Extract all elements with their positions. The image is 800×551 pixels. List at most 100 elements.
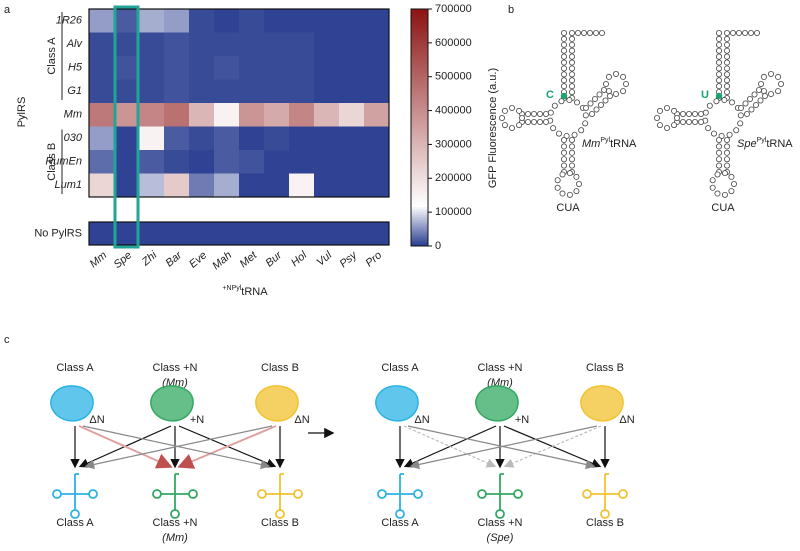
- highlight-box: [113, 5, 140, 249]
- heatmap-cell: [364, 9, 390, 33]
- colorbar-step: [411, 119, 428, 123]
- nucleotide: [747, 96, 754, 103]
- enzyme-blob: [150, 385, 194, 422]
- trna-icon-loop: [377, 489, 387, 499]
- colorbar-step: [411, 186, 428, 190]
- nucleotide: [555, 130, 562, 137]
- heatmap-cell: [214, 150, 240, 174]
- nucleotide: [558, 98, 565, 105]
- colorbar-step: [411, 16, 428, 20]
- nucleotide: [716, 162, 723, 169]
- enzyme-symbol: +N: [190, 414, 204, 426]
- colorbar-step: [411, 161, 428, 164]
- colorbar-step: [411, 170, 428, 174]
- nucleotide: [569, 65, 576, 72]
- heatmap-cell: [289, 103, 315, 127]
- trna-icon: [257, 473, 303, 519]
- heatmap-cell: [89, 56, 115, 80]
- nucleotide: [724, 65, 731, 72]
- colorbar-step: [411, 155, 428, 158]
- colorbar-step: [411, 224, 428, 227]
- heatmap-cell: [339, 126, 365, 151]
- nucleotide: [716, 65, 723, 72]
- heatmap-cell: [139, 103, 165, 127]
- nucleotide: [569, 47, 576, 54]
- heatmap-cell: [339, 222, 365, 245]
- heatmap-cell: [239, 173, 265, 198]
- trna-icon-body: [161, 473, 189, 510]
- heatmap-cell: [264, 79, 290, 104]
- nucleotide: [525, 119, 532, 126]
- colorbar-step: [411, 228, 428, 231]
- colorbar-tick-label: 0: [435, 240, 441, 252]
- nucleotide: [587, 100, 594, 107]
- nucleotide: [656, 122, 663, 129]
- heatmap-cell: [214, 103, 240, 127]
- trna-icon-loop: [413, 489, 423, 499]
- colorbar-step: [411, 190, 428, 194]
- nucleotide: [724, 143, 731, 150]
- heatmap-cell: [314, 9, 340, 33]
- colorbar-step: [411, 230, 428, 233]
- nucleotide: [613, 71, 620, 78]
- nucleotide: [710, 130, 717, 137]
- nucleotide: [516, 107, 523, 114]
- row-label: Alv: [66, 38, 84, 50]
- colorbar-step: [411, 44, 428, 48]
- interaction-arrow: [403, 425, 497, 468]
- heatmap-cell: [89, 9, 115, 33]
- colorbar-step: [411, 178, 428, 182]
- nucleotide: [561, 53, 568, 60]
- enzyme-symbol: ΔN: [619, 414, 634, 426]
- colorbar-step: [411, 236, 428, 239]
- trna-name-suffix: tRNA: [766, 138, 793, 150]
- heatmap-cell: [314, 126, 340, 151]
- heatmap-cell: [364, 222, 390, 245]
- nucleotide: [569, 59, 576, 66]
- colorbar-step: [411, 72, 428, 75]
- colorbar-step: [411, 109, 428, 113]
- colorbar-step: [411, 176, 428, 180]
- colorbar-step: [411, 28, 428, 32]
- nucleotide: [537, 119, 544, 126]
- colorbar-step: [411, 218, 428, 221]
- nucleotide: [716, 29, 723, 36]
- nucleotide: [716, 47, 723, 54]
- nucleotide: [573, 188, 580, 195]
- enzyme-class: Class B: [261, 362, 299, 374]
- nucleotide: [724, 162, 731, 169]
- colorbar-step: [411, 42, 428, 46]
- nucleotide: [554, 184, 561, 191]
- colorbar-step: [411, 14, 428, 18]
- column-label: Mm: [88, 249, 110, 270]
- colorbar-step: [411, 214, 428, 217]
- nucleotide: [561, 136, 568, 143]
- nucleotide: [705, 125, 712, 132]
- heatmap-cell: [139, 56, 165, 80]
- enzyme-blob: [375, 385, 419, 422]
- nucleotide: [656, 107, 663, 114]
- heatmap-cell: [189, 103, 215, 127]
- nucleotide: [775, 73, 782, 80]
- trna-icon-body: [386, 473, 414, 510]
- interaction-arrow: [78, 425, 173, 469]
- nucleotide: [559, 190, 566, 197]
- colorbar-tick-label: 500000: [435, 71, 472, 83]
- trna-class: Class A: [381, 517, 419, 529]
- nucleotide: [598, 102, 605, 109]
- trna-icon-loop: [188, 489, 198, 499]
- enzyme-symbol: ΔN: [414, 414, 429, 426]
- colorbar-step: [411, 137, 428, 140]
- heatmap-cell: [364, 32, 390, 57]
- heatmap-cell: [139, 9, 165, 33]
- colorbar-step: [411, 66, 428, 69]
- trna-icon-loop: [477, 489, 487, 499]
- colorbar-step: [411, 234, 428, 237]
- heatmap-cell: [214, 32, 240, 57]
- colorbar-step: [411, 139, 428, 142]
- colorbar-step: [411, 80, 428, 83]
- nucleotide: [561, 47, 568, 54]
- nucleotide: [519, 115, 526, 122]
- anticodon-label: CUA: [556, 202, 580, 214]
- heatmap-cell: [364, 56, 390, 80]
